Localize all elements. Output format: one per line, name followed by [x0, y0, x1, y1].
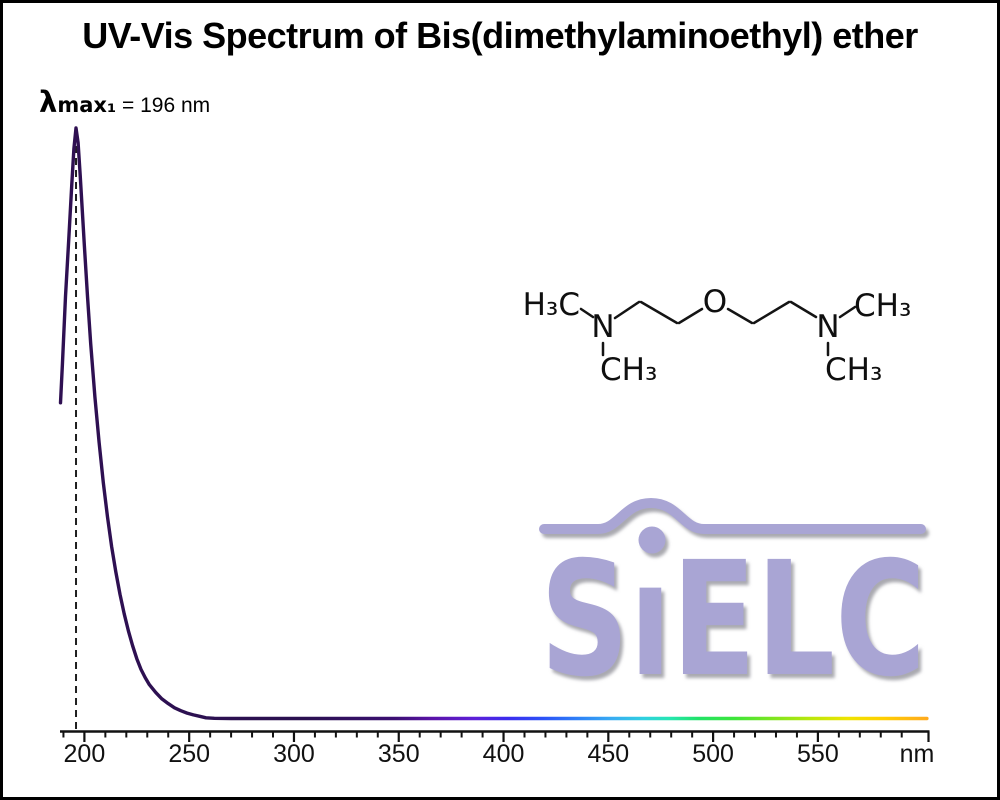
bond-c1-c2 [639, 300, 679, 325]
atom-h3c: H₃C [523, 287, 580, 323]
bond-h3c-n1 [579, 307, 595, 319]
bond-c3-c4 [752, 300, 791, 325]
bond-n2-ch3-top [838, 305, 857, 319]
x-tick-label: 300 [273, 740, 315, 768]
atom-n2: N [816, 309, 839, 345]
spectrum-curve [58, 126, 929, 721]
lambda-max-value: = 196 nm [116, 94, 211, 117]
bond-o-c3 [726, 307, 754, 325]
atom-ch3-n1-below: CH₃ [600, 352, 657, 388]
spectrum-plot: 200 250 300 350 400 450 500 550 nm H₃C N CH₃ O … [58, 126, 935, 768]
x-axis [60, 730, 930, 742]
logo-i-dot [638, 526, 666, 554]
atom-o: O [703, 284, 727, 320]
x-tick-label: 500 [692, 740, 734, 768]
page-title: UV-Vis Spectrum of Bis(dimethylaminoethy… [82, 15, 918, 56]
plot-layer: 200 250 300 350 400 450 500 550 [58, 126, 930, 768]
axis-unit-label: nm [900, 740, 935, 768]
x-tick-label: 350 [378, 740, 420, 768]
x-tick-label: 200 [64, 740, 106, 768]
x-tick-label: 250 [168, 740, 210, 768]
lambda-symbol: λ [39, 85, 58, 119]
molecule-structure: H₃C N CH₃ O N CH₃ CH₃ [523, 284, 912, 388]
peak-annotation: λmax₁ = 196 nm [39, 85, 210, 119]
bond-n1-c1 [613, 300, 641, 320]
logo-chromatogram-line [539, 497, 926, 534]
logo-text: SıELC [540, 528, 926, 712]
lambda-max-subscript: max₁ [57, 93, 117, 117]
atom-ch3-n2-below: CH₃ [825, 352, 882, 388]
x-tick-label: 450 [587, 740, 629, 768]
x-tick-label: 400 [483, 740, 525, 768]
sielc-logo: SıELC [539, 497, 926, 712]
bond-c4-n2 [789, 300, 818, 319]
bond-c2-o [677, 307, 704, 325]
atom-ch3-n2-top: CH₃ [854, 288, 911, 324]
atom-n1: N [591, 309, 614, 345]
x-tick-label: 550 [797, 740, 839, 768]
